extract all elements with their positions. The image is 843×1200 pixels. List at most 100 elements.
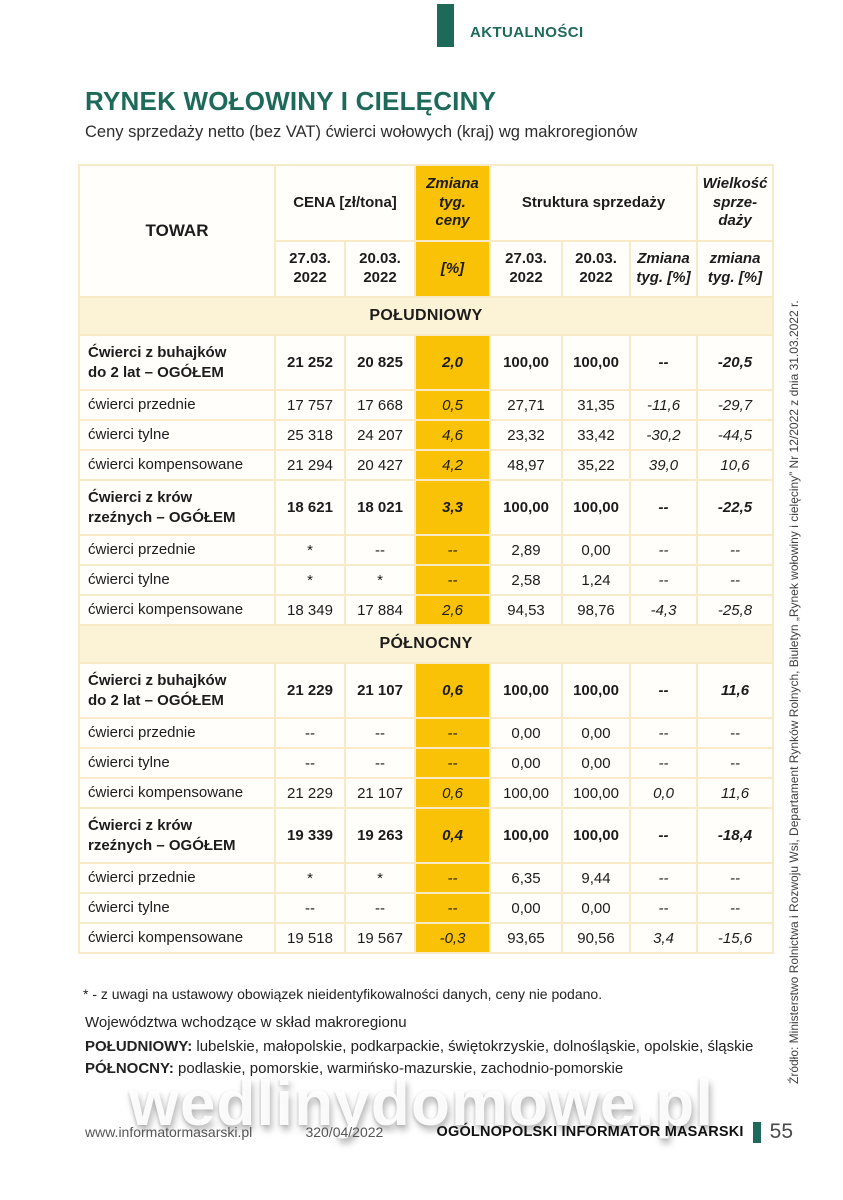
section-row: PÓŁNOCNY — [77, 624, 775, 664]
value-cell: -44,5 — [696, 419, 775, 451]
value-cell: 0,00 — [489, 747, 564, 779]
row-label: ćwierci kompensowane — [78, 777, 276, 809]
value-cell: -- — [343, 534, 417, 566]
row-label: ćwierci przednie — [78, 862, 276, 894]
row-label: ćwierci przednie — [78, 389, 276, 421]
value-cell: 100,00 — [489, 807, 564, 864]
beef-price-table: TOWAR CENA [zł/tona] Zmiana tyg. ceny St… — [77, 164, 775, 954]
value-cell: -20,5 — [696, 334, 775, 391]
value-cell: 6,35 — [489, 862, 564, 894]
table-row: ćwierci przednie * -- -- 2,89 0,00 -- -- — [78, 534, 775, 566]
source-citation-text: Źródło: Ministerstwo Rolnictwa i Rozwoju… — [787, 300, 801, 1084]
footer-magazine-title: OGÓLNOPOLSKI INFORMATOR MASARSKI — [436, 1124, 744, 1140]
value-cell: 3,4 — [629, 922, 699, 954]
footnote: * - z uwagi na ustawowy obowiązek nieide… — [83, 986, 603, 1002]
table-row: Ćwierci z krów rzeźnych – OGÓŁEM 19 339 19… — [78, 807, 775, 864]
value-cell: 100,00 — [489, 662, 564, 719]
value-cell: -- — [414, 892, 492, 924]
value-cell: 17 757 — [274, 389, 346, 421]
value-cell: 20 825 — [343, 334, 417, 391]
row-label: ćwierci przednie — [78, 717, 276, 749]
value-cell: 3,3 — [414, 479, 492, 536]
row-label: ćwierci kompensowane — [78, 594, 276, 626]
value-cell: 0,00 — [489, 892, 564, 924]
value-cell: -- — [343, 747, 417, 779]
value-cell: -- — [274, 717, 346, 749]
value-cell: * — [343, 862, 417, 894]
value-cell: 4,6 — [414, 419, 492, 451]
source-citation-vertical: Źródło: Ministerstwo Rolnictwa i Rozwoju… — [787, 162, 802, 1084]
col-subheader-zmiana-tyg: Zmiana tyg. [%] — [629, 240, 699, 298]
value-cell: -- — [629, 662, 699, 719]
value-cell: -18,4 — [696, 807, 775, 864]
value-cell: -- — [629, 534, 699, 566]
value-cell: -- — [629, 807, 699, 864]
value-cell: -- — [414, 747, 492, 779]
value-cell: 21 252 — [274, 334, 346, 391]
table-header: TOWAR CENA [zł/tona] Zmiana tyg. ceny St… — [78, 164, 775, 298]
regions-list: POŁUDNIOWY: lubelskie, małopolskie, podk… — [85, 1036, 785, 1080]
value-cell: * — [274, 534, 346, 566]
value-cell: 11,6 — [696, 662, 775, 719]
section-title: POŁUDNIOWY — [77, 296, 775, 336]
row-label: Ćwierci z krów rzeźnych – OGÓŁEM — [78, 479, 276, 536]
value-cell: 31,35 — [561, 389, 632, 421]
value-cell: 0,0 — [629, 777, 699, 809]
value-cell: 100,00 — [489, 334, 564, 391]
footer-issue-number: 320/04/2022 — [305, 1124, 384, 1140]
col-subheader-date2b: 20.03. 2022 — [561, 240, 632, 298]
value-cell: -22,5 — [696, 479, 775, 536]
value-cell: -11,6 — [629, 389, 699, 421]
value-cell: 21 229 — [274, 777, 346, 809]
value-cell: -- — [629, 747, 699, 779]
value-cell: 90,56 — [561, 922, 632, 954]
value-cell: 9,44 — [561, 862, 632, 894]
value-cell: 0,00 — [561, 534, 632, 566]
col-header-wielkosc: Wielkość sprze- daży — [696, 164, 775, 242]
value-cell: -- — [629, 862, 699, 894]
value-cell: * — [343, 564, 417, 596]
value-cell: 11,6 — [696, 777, 775, 809]
table-row: ćwierci kompensowane 18 349 17 884 2,6 94,53… — [78, 594, 775, 626]
value-cell: -- — [696, 534, 775, 566]
value-cell: 19 339 — [274, 807, 346, 864]
value-cell: 0,00 — [561, 717, 632, 749]
region-north-label: PÓŁNOCNY: — [85, 1060, 174, 1077]
value-cell: 2,58 — [489, 564, 564, 596]
value-cell: -- — [696, 892, 775, 924]
watermark-text: wedlinydomowe.pl — [129, 1067, 714, 1139]
page-footer: www.informatormasarski.pl 320/04/2022 OG… — [85, 1120, 793, 1144]
value-cell: 19 567 — [343, 922, 417, 954]
table-row: Ćwierci z buhajków do 2 lat – OGÓŁEM 21 2… — [78, 662, 775, 719]
value-cell: 23,32 — [489, 419, 564, 451]
col-subheader-date1b: 27.03. 2022 — [489, 240, 564, 298]
col-header-cena: CENA [zł/tona] — [273, 164, 417, 242]
table-row: ćwierci tylne -- -- -- 0,00 0,00 -- -- — [78, 892, 775, 924]
value-cell: * — [274, 564, 346, 596]
value-cell: -- — [629, 564, 699, 596]
value-cell: 39,0 — [629, 449, 699, 481]
row-label: Ćwierci z buhajków do 2 lat – OGÓŁEM — [78, 662, 276, 719]
table-row: ćwierci tylne -- -- -- 0,00 0,00 -- -- — [78, 747, 775, 779]
value-cell: -- — [629, 334, 699, 391]
value-cell: -- — [696, 862, 775, 894]
value-cell: 35,22 — [561, 449, 632, 481]
row-label: ćwierci tylne — [78, 747, 276, 779]
value-cell: * — [274, 862, 346, 894]
col-subheader-pct: [%] — [414, 240, 492, 298]
region-north-provinces: podlaskie, pomorskie, warmińsko-mazurski… — [173, 1060, 624, 1077]
value-cell: 19 518 — [274, 922, 346, 954]
value-cell: 0,00 — [561, 747, 632, 779]
value-cell: 25 318 — [274, 419, 346, 451]
value-cell: 21 229 — [274, 662, 346, 719]
value-cell: 100,00 — [561, 807, 632, 864]
value-cell: -4,3 — [629, 594, 699, 626]
table-row: ćwierci przednie 17 757 17 668 0,5 27,71 31,3… — [78, 389, 775, 421]
value-cell: -29,7 — [696, 389, 775, 421]
region-south-provinces: lubelskie, małopolskie, podkarpackie, św… — [192, 1038, 754, 1055]
col-subheader-date1: 27.03. 2022 — [274, 240, 346, 298]
col-header-struktura: Struktura sprzedaży — [489, 164, 699, 242]
row-label: ćwierci przednie — [78, 534, 276, 566]
value-cell: -- — [629, 717, 699, 749]
